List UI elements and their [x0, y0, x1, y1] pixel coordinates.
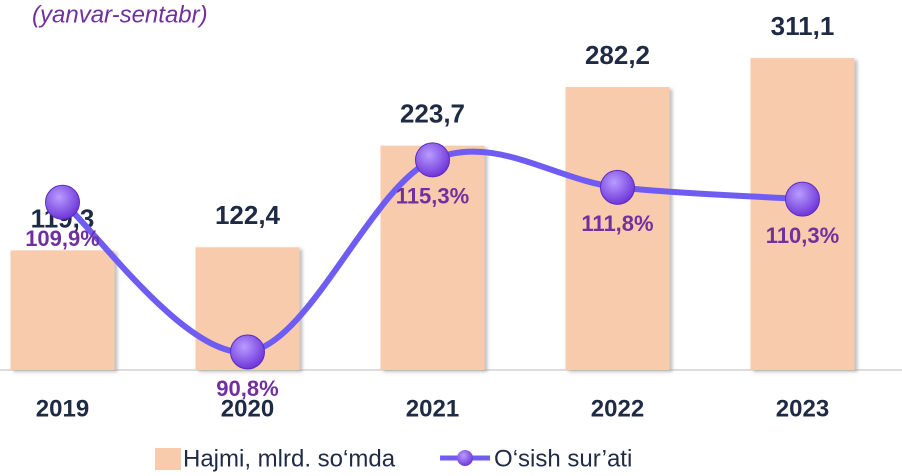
legend-label: O‘sish sur’ati [494, 445, 632, 472]
x-tick-label: 2022 [591, 395, 644, 422]
line-marker [600, 169, 635, 205]
bar [380, 145, 485, 370]
line-marker [230, 334, 265, 370]
line-value-label: 109,9% [25, 226, 100, 251]
legend-label: Hajmi, mlrd. so‘mda [183, 445, 396, 472]
line-marker [785, 181, 820, 217]
line-marker [45, 184, 80, 220]
legend-swatch-marker [457, 450, 474, 466]
line-value-label: 111,8% [581, 211, 653, 236]
legend-swatch [155, 448, 181, 470]
line-value-label: 90,8% [216, 376, 278, 401]
line [60, 148, 803, 355]
bar-value-label: 223,7 [400, 99, 465, 129]
bar-value-label: 311,1 [771, 11, 835, 41]
x-tick-label: 2023 [776, 395, 829, 422]
x-tick-label: 2019 [36, 395, 89, 422]
line-marker [415, 142, 450, 178]
subtitle: (yanvar-sentabr) [32, 1, 208, 28]
x-tick-label: 2020 [221, 395, 274, 422]
bar [10, 250, 115, 370]
x-tick-label: 2021 [406, 395, 459, 422]
line-value-label: 110,3% [766, 223, 839, 248]
bar-value-label: 122,4 [215, 200, 281, 230]
line-value-label: 115,3% [396, 184, 469, 209]
bar [565, 87, 670, 371]
bar-value-label: 282,2 [585, 40, 650, 70]
